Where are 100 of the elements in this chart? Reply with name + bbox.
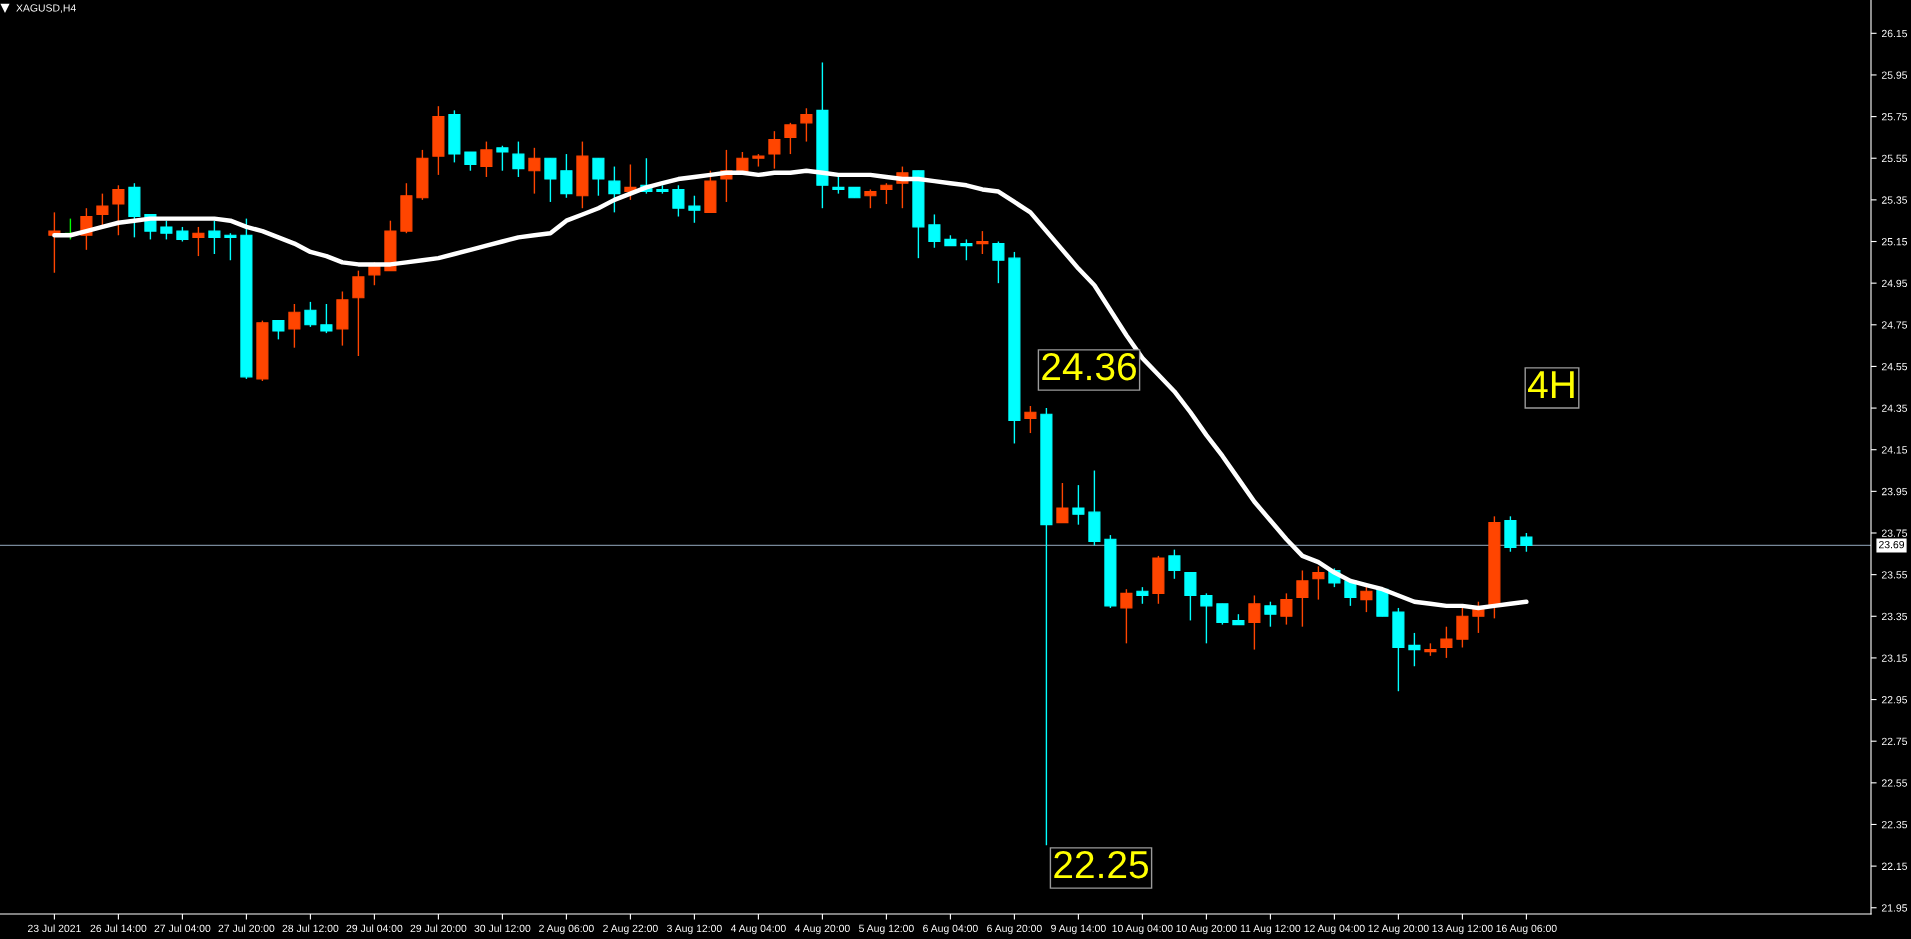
candlestick [1520,532,1533,553]
x-tick-label: 6 Aug 20:00 [987,924,1042,935]
y-tick-label: 21.95 [1881,904,1908,912]
y-tick-label: 25.15 [1881,238,1908,246]
candlestick [800,107,813,143]
x-tick-label: 12 Aug 04:00 [1304,924,1365,935]
candlestick [672,184,685,218]
x-tick-label: 29 Jul 20:00 [410,924,467,933]
y-tick-label: 26.15 [1881,29,1908,38]
annotation: 24.36 [1042,352,1136,381]
candlestick [288,303,301,349]
candlestick [160,219,173,241]
x-tick-label: 11 Aug 12:00 [1240,924,1301,935]
x-tick-label: 9 Aug 14:00 [1051,924,1106,935]
y-tick-label: 22.55 [1881,779,1908,787]
x-tick-label: 27 Jul 04:00 [154,924,211,933]
candlestick [304,301,317,328]
x-tick-label: 4 Aug 04:00 [730,924,786,935]
candlestick [1344,580,1357,607]
x-tick-label: 5 Aug 12:00 [859,924,914,935]
x-tick-label: 13 Aug 12:00 [1432,924,1493,935]
x-tick-label: 23 Jul 2021 [27,924,81,933]
candlestick [112,184,125,236]
candlestick [1296,569,1309,628]
candlestick [960,238,973,261]
candlestick [480,140,493,178]
candlestick [512,140,525,178]
candlestick [1280,592,1293,626]
candlestick [272,319,285,341]
candlestick [688,195,701,224]
candlestick [1456,607,1469,649]
candlestick [992,240,1005,284]
y-tick-label: 23.95 [1881,487,1908,496]
y-tick-label: 25.35 [1881,196,1908,204]
candlestick [224,232,237,261]
candlestick [1264,601,1277,628]
x-tick-label: 2 Aug 06:00 [539,924,594,935]
candlestick [928,213,941,249]
y-tick-label: 24.75 [1881,321,1908,329]
x-tick-label: 27 Jul 20:00 [218,924,275,933]
candlestick [1360,584,1373,613]
chart-title: XAGUSD,H4 [16,4,76,13]
candlestick [864,188,877,209]
candlestick [192,226,205,257]
x-tick-label: 3 Aug 12:00 [666,924,722,935]
candlestick [1184,571,1197,622]
y-tick-label: 22.95 [1881,696,1908,704]
x-tick-label: 30 Jul 12:00 [474,924,531,933]
candlestick [1024,405,1037,434]
y-tick-label: 24.15 [1881,446,1908,454]
candlestick [1216,603,1229,626]
candlestick [592,157,605,197]
x-tick-label: 28 Jul 12:00 [282,924,339,933]
candlestick [96,192,109,228]
candlestick [608,165,621,214]
candlestick [1312,565,1325,601]
candlestick [1440,625,1453,659]
y-tick-label: 23.75 [1881,529,1908,537]
x-tick-label: 26 Jul 14:00 [90,924,147,933]
x-tick-label: 29 Jul 04:00 [346,924,403,933]
y-tick-label: 24.55 [1881,362,1908,371]
x-tick-label: 12 Aug 20:00 [1368,924,1429,935]
x-tick-label: 10 Aug 04:00 [1112,924,1173,935]
candlestick [1200,592,1213,645]
candlestick [320,303,333,334]
y-tick-label: 25.95 [1881,71,1908,79]
candlestick [1408,632,1421,667]
candlestick [1072,484,1085,526]
y-tick-label: 23.15 [1881,654,1908,662]
y-tick-label: 22.15 [1881,862,1908,870]
candlestick [1168,548,1181,580]
candlestick [352,269,365,357]
candlestick [528,147,541,195]
candlestick [880,182,893,205]
y-tick-label: 23.55 [1881,571,1908,579]
x-tick-label: 10 Aug 20:00 [1176,924,1237,935]
annotation: 4H [1528,371,1574,399]
y-tick-label: 24.95 [1881,279,1908,288]
y-tick-label: 22.35 [1881,820,1908,829]
candlestick [1248,594,1261,651]
candlestick [1056,482,1069,524]
y-tick-label: 25.55 [1881,154,1908,163]
candlestick [560,153,573,199]
candlestick [496,145,509,172]
candlestick [1120,588,1133,645]
annotation: 22.25 [1054,850,1149,879]
y-tick-label: 22.75 [1881,737,1908,746]
candlestick [464,151,477,172]
y-tick-label: 24.35 [1881,404,1908,412]
candlestick [208,219,221,255]
y-tick-label: 25.75 [1881,113,1908,121]
candlestick [976,230,989,255]
candlestick [768,130,781,170]
y-tick-label: 23.35 [1881,612,1908,621]
candlestick [784,122,797,155]
candlestick [544,157,557,203]
x-tick-label: 4 Aug 20:00 [794,924,850,935]
x-tick-label: 16 Aug 06:00 [1496,924,1557,935]
x-tick-label: 2 Aug 22:00 [603,924,658,935]
ref-line-label: 23.69 [1879,540,1905,549]
